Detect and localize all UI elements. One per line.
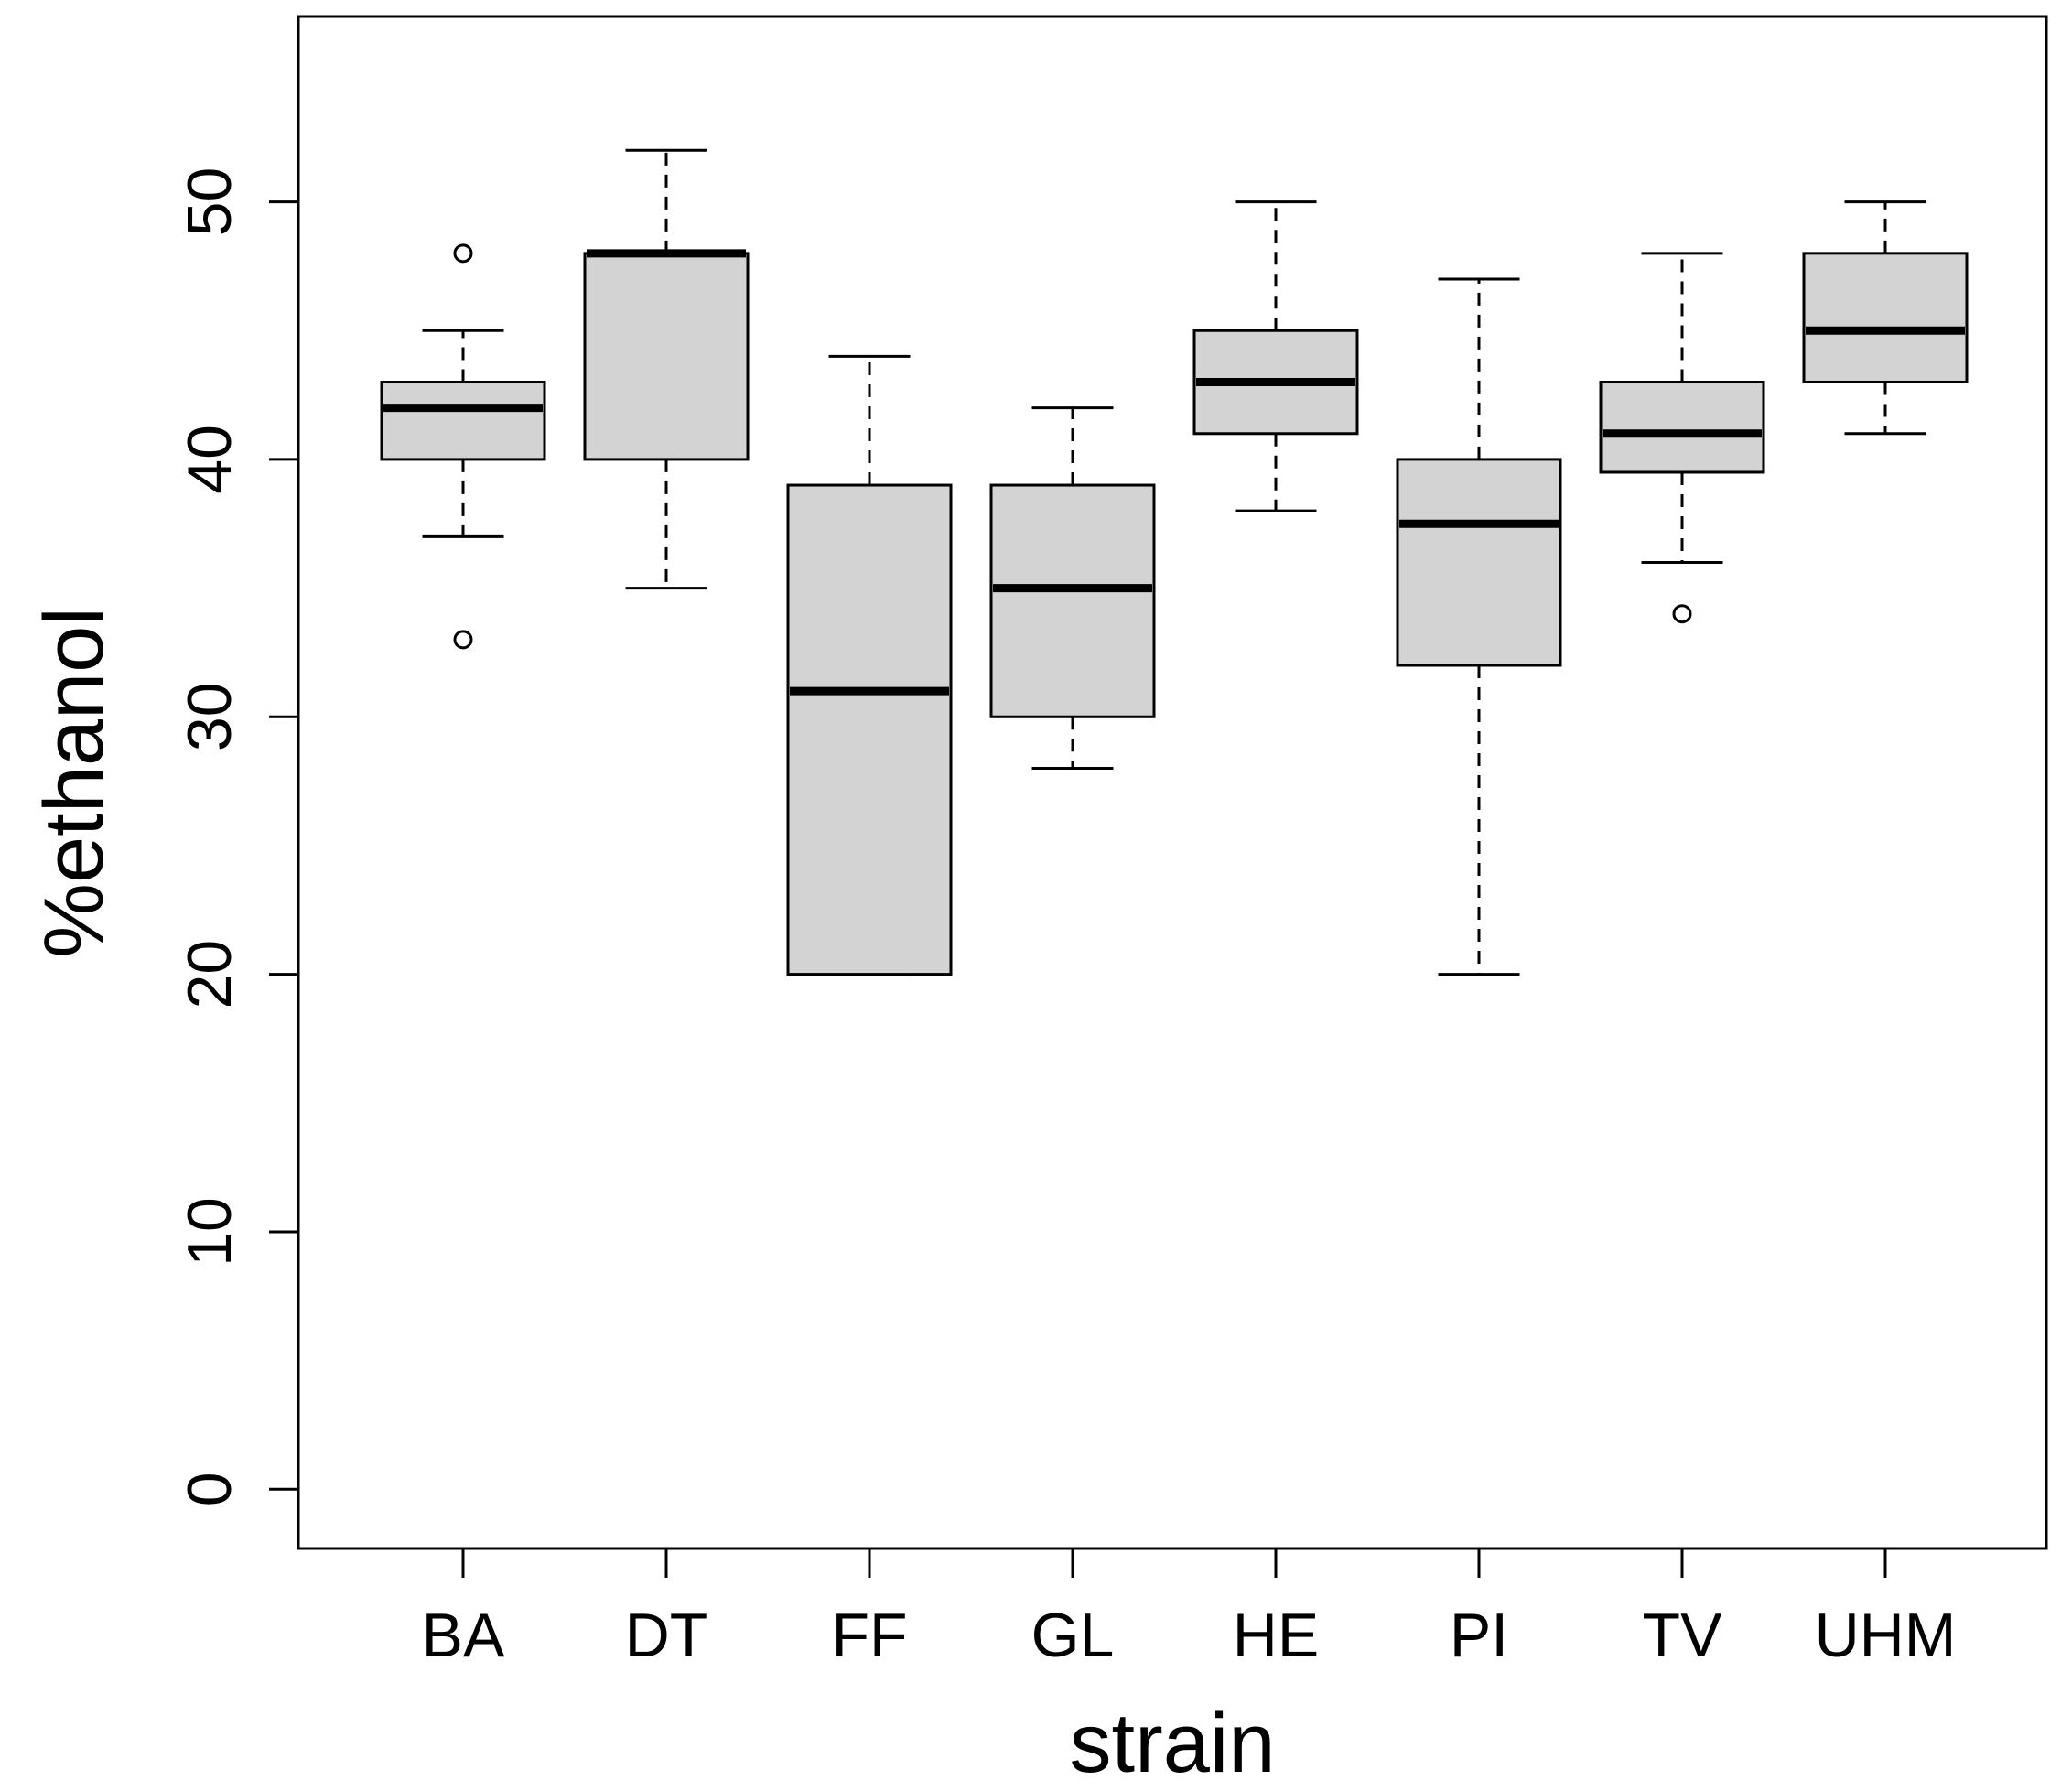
iqr-box bbox=[786, 483, 953, 976]
box-series bbox=[380, 148, 1969, 976]
iqr-box bbox=[1802, 252, 1969, 384]
box-ba bbox=[380, 243, 546, 650]
iqr-box bbox=[583, 252, 750, 461]
y-axis-title: %ethanol bbox=[27, 607, 121, 958]
box-dt bbox=[583, 148, 750, 590]
box-he bbox=[1192, 200, 1359, 512]
outlier-point bbox=[453, 243, 473, 264]
y-tick-label: 10 bbox=[175, 1197, 244, 1267]
y-tick-label: 40 bbox=[175, 425, 244, 494]
iqr-box bbox=[380, 381, 546, 461]
iqr-box bbox=[1396, 458, 1562, 667]
x-tick-label: FF bbox=[831, 1601, 907, 1670]
x-tick-label: HE bbox=[1233, 1601, 1319, 1670]
y-tick-label: 30 bbox=[175, 682, 244, 751]
x-tick-label: UHM bbox=[1815, 1601, 1957, 1670]
box-ff bbox=[786, 354, 953, 976]
box-uhm bbox=[1802, 200, 1969, 436]
x-axis: BA DT FF GL HE PI TV UHM bbox=[422, 1548, 1957, 1670]
outlier-point bbox=[1672, 604, 1692, 624]
y-tick-label: 20 bbox=[175, 940, 244, 1009]
plot-frame bbox=[297, 15, 2048, 1550]
box-tv bbox=[1599, 252, 1765, 624]
iqr-box bbox=[1599, 381, 1765, 474]
y-axis: 0 10 20 30 40 50 bbox=[175, 167, 298, 1506]
x-tick-label: BA bbox=[422, 1601, 505, 1670]
y-tick-label: 50 bbox=[175, 167, 244, 237]
x-tick-label: DT bbox=[625, 1601, 708, 1670]
x-tick-label: TV bbox=[1643, 1601, 1723, 1670]
outlier-point bbox=[453, 630, 473, 650]
x-tick-label: PI bbox=[1450, 1601, 1508, 1670]
y-tick-label: 0 bbox=[175, 1472, 244, 1506]
box-pi bbox=[1396, 277, 1562, 976]
box-gl bbox=[989, 406, 1156, 771]
x-tick-label: GL bbox=[1031, 1601, 1115, 1670]
iqr-box bbox=[989, 483, 1156, 718]
x-axis-title: strain bbox=[1070, 1697, 1276, 1786]
